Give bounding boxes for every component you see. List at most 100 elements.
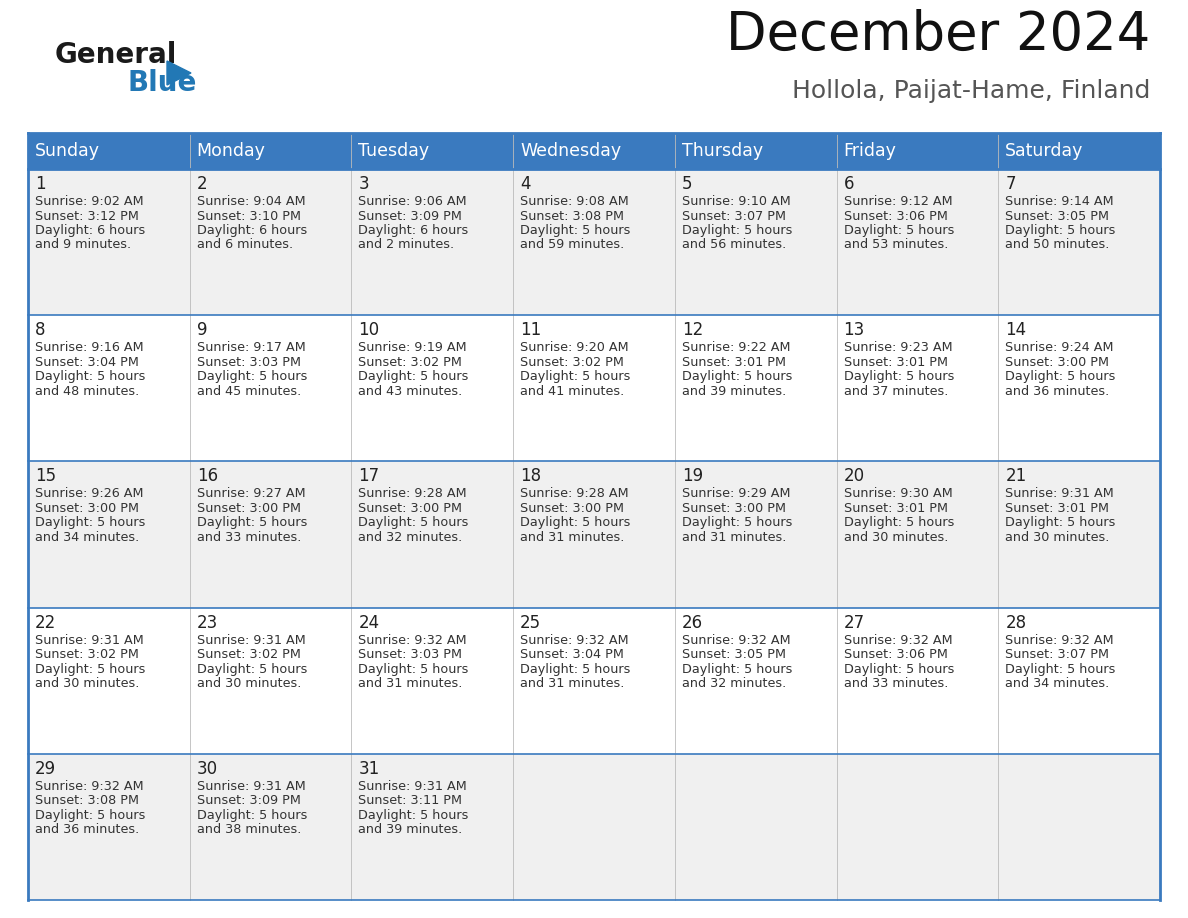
Text: 24: 24 xyxy=(359,613,379,632)
Bar xyxy=(29,133,1159,169)
Text: General: General xyxy=(55,41,177,69)
Text: Daylight: 5 hours: Daylight: 5 hours xyxy=(843,517,954,530)
Text: and 59 minutes.: and 59 minutes. xyxy=(520,239,625,252)
Text: Daylight: 5 hours: Daylight: 5 hours xyxy=(359,663,469,676)
Text: and 32 minutes.: and 32 minutes. xyxy=(682,677,786,690)
Text: 2: 2 xyxy=(197,175,208,193)
Text: Sunrise: 9:28 AM: Sunrise: 9:28 AM xyxy=(359,487,467,500)
Text: 20: 20 xyxy=(843,467,865,486)
Text: Sunset: 3:09 PM: Sunset: 3:09 PM xyxy=(359,209,462,222)
Text: Sunrise: 9:02 AM: Sunrise: 9:02 AM xyxy=(34,195,144,208)
Text: Daylight: 5 hours: Daylight: 5 hours xyxy=(682,663,792,676)
Text: Sunset: 3:08 PM: Sunset: 3:08 PM xyxy=(34,794,139,807)
Bar xyxy=(29,315,1159,462)
Text: Sunset: 3:01 PM: Sunset: 3:01 PM xyxy=(682,355,785,369)
Text: Daylight: 5 hours: Daylight: 5 hours xyxy=(520,370,631,383)
Text: Daylight: 5 hours: Daylight: 5 hours xyxy=(197,663,307,676)
Text: 29: 29 xyxy=(34,760,56,778)
Text: 19: 19 xyxy=(682,467,703,486)
Text: Sunrise: 9:26 AM: Sunrise: 9:26 AM xyxy=(34,487,144,500)
Text: 1: 1 xyxy=(34,175,45,193)
Text: and 31 minutes.: and 31 minutes. xyxy=(520,677,625,690)
Text: 14: 14 xyxy=(1005,321,1026,339)
Text: 15: 15 xyxy=(34,467,56,486)
Text: Daylight: 5 hours: Daylight: 5 hours xyxy=(34,517,145,530)
Text: Sunrise: 9:27 AM: Sunrise: 9:27 AM xyxy=(197,487,305,500)
Text: 22: 22 xyxy=(34,613,56,632)
Text: Sunrise: 9:08 AM: Sunrise: 9:08 AM xyxy=(520,195,628,208)
Text: Sunset: 3:12 PM: Sunset: 3:12 PM xyxy=(34,209,139,222)
Text: and 36 minutes.: and 36 minutes. xyxy=(34,823,139,836)
Text: Sunrise: 9:32 AM: Sunrise: 9:32 AM xyxy=(1005,633,1114,646)
Text: Sunrise: 9:31 AM: Sunrise: 9:31 AM xyxy=(359,779,467,793)
Text: Sunrise: 9:32 AM: Sunrise: 9:32 AM xyxy=(843,633,953,646)
Text: and 34 minutes.: and 34 minutes. xyxy=(34,531,139,543)
Text: and 33 minutes.: and 33 minutes. xyxy=(197,531,301,543)
Bar xyxy=(29,169,1159,315)
Text: 9: 9 xyxy=(197,321,207,339)
Text: Daylight: 5 hours: Daylight: 5 hours xyxy=(1005,370,1116,383)
Text: Sunrise: 9:31 AM: Sunrise: 9:31 AM xyxy=(197,779,305,793)
Text: Thursday: Thursday xyxy=(682,142,763,160)
Text: Sunset: 3:02 PM: Sunset: 3:02 PM xyxy=(34,648,139,661)
Text: Daylight: 6 hours: Daylight: 6 hours xyxy=(359,224,469,237)
Text: Daylight: 5 hours: Daylight: 5 hours xyxy=(359,517,469,530)
Text: Sunset: 3:00 PM: Sunset: 3:00 PM xyxy=(197,502,301,515)
Text: Monday: Monday xyxy=(197,142,266,160)
Text: Sunset: 3:04 PM: Sunset: 3:04 PM xyxy=(520,648,624,661)
Text: Sunrise: 9:19 AM: Sunrise: 9:19 AM xyxy=(359,341,467,354)
Text: Daylight: 6 hours: Daylight: 6 hours xyxy=(34,224,145,237)
Text: and 32 minutes.: and 32 minutes. xyxy=(359,531,462,543)
Text: 17: 17 xyxy=(359,467,379,486)
Text: Daylight: 5 hours: Daylight: 5 hours xyxy=(843,370,954,383)
Text: Daylight: 5 hours: Daylight: 5 hours xyxy=(1005,663,1116,676)
Text: 27: 27 xyxy=(843,613,865,632)
Text: and 2 minutes.: and 2 minutes. xyxy=(359,239,455,252)
Text: 30: 30 xyxy=(197,760,217,778)
Text: and 53 minutes.: and 53 minutes. xyxy=(843,239,948,252)
Text: 7: 7 xyxy=(1005,175,1016,193)
Text: 11: 11 xyxy=(520,321,542,339)
Text: Sunrise: 9:32 AM: Sunrise: 9:32 AM xyxy=(682,633,790,646)
Text: 12: 12 xyxy=(682,321,703,339)
Text: Sunset: 3:00 PM: Sunset: 3:00 PM xyxy=(682,502,785,515)
Text: 10: 10 xyxy=(359,321,379,339)
Text: Sunrise: 9:28 AM: Sunrise: 9:28 AM xyxy=(520,487,628,500)
Text: Friday: Friday xyxy=(843,142,897,160)
Text: Sunrise: 9:24 AM: Sunrise: 9:24 AM xyxy=(1005,341,1114,354)
Text: Sunset: 3:08 PM: Sunset: 3:08 PM xyxy=(520,209,624,222)
Text: Hollola, Paijat-Hame, Finland: Hollola, Paijat-Hame, Finland xyxy=(791,79,1150,103)
Text: and 56 minutes.: and 56 minutes. xyxy=(682,239,786,252)
Text: Sunset: 3:01 PM: Sunset: 3:01 PM xyxy=(843,355,948,369)
Text: 8: 8 xyxy=(34,321,45,339)
Text: Sunrise: 9:31 AM: Sunrise: 9:31 AM xyxy=(1005,487,1114,500)
Text: Sunset: 3:10 PM: Sunset: 3:10 PM xyxy=(197,209,301,222)
Bar xyxy=(29,462,1159,608)
Text: Daylight: 5 hours: Daylight: 5 hours xyxy=(1005,224,1116,237)
Text: and 34 minutes.: and 34 minutes. xyxy=(1005,677,1110,690)
Text: and 38 minutes.: and 38 minutes. xyxy=(197,823,301,836)
Text: Blue: Blue xyxy=(127,69,196,97)
Text: Sunset: 3:11 PM: Sunset: 3:11 PM xyxy=(359,794,462,807)
Text: Sunrise: 9:17 AM: Sunrise: 9:17 AM xyxy=(197,341,305,354)
Text: and 43 minutes.: and 43 minutes. xyxy=(359,385,462,397)
Text: December 2024: December 2024 xyxy=(726,9,1150,61)
Text: 16: 16 xyxy=(197,467,217,486)
Text: Sunset: 3:02 PM: Sunset: 3:02 PM xyxy=(359,355,462,369)
Text: Saturday: Saturday xyxy=(1005,142,1083,160)
Text: and 31 minutes.: and 31 minutes. xyxy=(520,531,625,543)
Text: Sunset: 3:03 PM: Sunset: 3:03 PM xyxy=(197,355,301,369)
Text: Sunset: 3:04 PM: Sunset: 3:04 PM xyxy=(34,355,139,369)
Text: Sunset: 3:00 PM: Sunset: 3:00 PM xyxy=(359,502,462,515)
Text: and 41 minutes.: and 41 minutes. xyxy=(520,385,625,397)
Text: and 31 minutes.: and 31 minutes. xyxy=(682,531,786,543)
Text: Daylight: 5 hours: Daylight: 5 hours xyxy=(682,370,792,383)
Text: and 30 minutes.: and 30 minutes. xyxy=(34,677,139,690)
Text: 25: 25 xyxy=(520,613,542,632)
Text: Sunrise: 9:22 AM: Sunrise: 9:22 AM xyxy=(682,341,790,354)
Text: Daylight: 5 hours: Daylight: 5 hours xyxy=(682,224,792,237)
Text: and 45 minutes.: and 45 minutes. xyxy=(197,385,301,397)
Text: Sunrise: 9:04 AM: Sunrise: 9:04 AM xyxy=(197,195,305,208)
Text: 28: 28 xyxy=(1005,613,1026,632)
Text: 13: 13 xyxy=(843,321,865,339)
